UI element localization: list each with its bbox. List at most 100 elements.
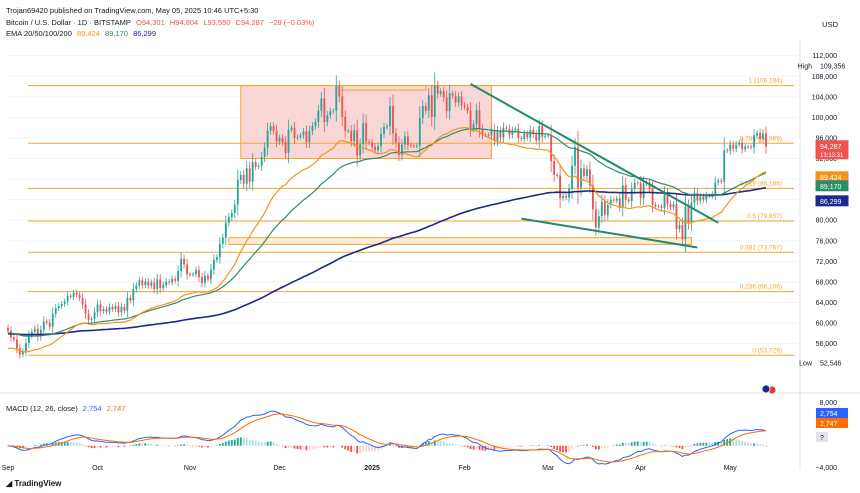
candle	[735, 141, 738, 153]
ema-label[interactable]: EMA 20/50/100/200	[6, 29, 72, 38]
candle	[639, 175, 642, 206]
macd-histogram-bar	[275, 443, 278, 446]
candle	[218, 237, 221, 264]
candle	[48, 319, 51, 331]
candle-body	[75, 292, 78, 295]
candle-body	[395, 133, 397, 143]
tradingview-logo[interactable]: ◢ TradingView	[6, 479, 61, 488]
candle-body	[621, 185, 624, 207]
candle-body	[502, 127, 505, 138]
macd-histogram-bar	[347, 445, 350, 451]
macd-histogram-bar	[72, 442, 75, 446]
candle-body	[529, 130, 532, 138]
candle-body	[48, 322, 51, 327]
macd-histogram-bar	[660, 445, 663, 447]
candle-body	[750, 146, 753, 148]
candle-body	[681, 224, 684, 240]
macd-histogram-bar	[505, 445, 508, 448]
candle-body	[21, 351, 24, 355]
candle-body	[338, 86, 341, 97]
macd-histogram-bar	[547, 445, 550, 446]
macd-histogram-bar	[514, 445, 517, 447]
candle	[45, 319, 48, 325]
candle	[30, 328, 33, 339]
currency-label[interactable]: USD	[822, 20, 838, 29]
macd-histogram-bar	[299, 445, 302, 450]
upper-trendline	[470, 83, 719, 224]
macd-histogram-bar	[699, 442, 702, 446]
candle	[239, 171, 242, 184]
candle	[51, 307, 54, 334]
candle-body	[317, 110, 320, 123]
candle-body	[627, 199, 630, 202]
candle-body	[341, 96, 344, 117]
candle-body	[612, 199, 615, 201]
macd-histogram-bar	[454, 444, 457, 446]
macd-histogram-bar	[195, 445, 197, 447]
candle	[183, 254, 185, 269]
candle	[341, 87, 344, 127]
candle-body	[314, 122, 317, 127]
candle	[565, 193, 567, 201]
candle	[666, 187, 669, 210]
candle-body	[636, 182, 639, 184]
candle-body	[424, 106, 427, 111]
candle	[392, 94, 394, 145]
macd-histogram-bar	[323, 445, 326, 448]
candle-body	[556, 174, 559, 176]
candle-body	[487, 134, 490, 136]
macd-label[interactable]: MACD (12, 26, close)	[6, 404, 78, 413]
candle	[427, 87, 430, 119]
macd-line-value: 2,754	[82, 404, 102, 413]
symbol-title[interactable]: Bitcoin / U.S. Dollar · 1D · BITSTAMP	[6, 18, 131, 27]
candle-body	[735, 144, 738, 149]
candle	[141, 276, 144, 289]
macd-histogram-bar	[624, 442, 627, 446]
candle	[580, 159, 582, 197]
macd-histogram-bar	[586, 444, 588, 446]
candle	[451, 90, 454, 99]
candle	[248, 161, 251, 189]
candle	[102, 306, 105, 314]
price-tag-value: 89,424	[820, 175, 842, 182]
macd-histogram-bar	[281, 445, 284, 447]
candle	[687, 199, 690, 230]
candle	[457, 92, 460, 107]
macd-histogram-bar	[93, 445, 96, 449]
candle	[60, 301, 63, 309]
macd-histogram-bar	[648, 442, 651, 446]
macd-histogram-bar	[177, 445, 180, 446]
candle-body	[541, 126, 544, 137]
candle-body	[245, 168, 248, 184]
candle	[227, 213, 230, 227]
candle	[448, 84, 451, 120]
candle-body	[418, 117, 421, 146]
tv-logo-icon: ◢	[6, 479, 13, 488]
candle	[505, 125, 508, 132]
candle	[257, 163, 260, 170]
candle-body	[484, 134, 487, 136]
macd-histogram-bar	[141, 443, 144, 446]
candle	[156, 273, 159, 295]
candle	[520, 135, 523, 142]
candle-body	[696, 192, 699, 201]
candle-body	[120, 307, 123, 313]
macd-histogram-bar	[511, 445, 514, 447]
macd-histogram-bar	[212, 445, 215, 447]
price-tag-time: 13:13:31	[820, 153, 844, 159]
macd-histogram-bar	[556, 445, 559, 450]
candle	[371, 139, 374, 151]
candle-body	[505, 127, 508, 129]
macd-histogram-bar	[594, 445, 597, 450]
macd-histogram-bar	[571, 445, 573, 449]
candle	[556, 172, 559, 178]
macd-histogram-bar	[329, 445, 332, 448]
candle	[93, 307, 96, 324]
macd-histogram-bar	[606, 445, 609, 448]
candle-body	[532, 130, 535, 135]
candle	[714, 176, 717, 201]
ema-line: EMA 20/50/100/200 89,424 89,170 86,299	[6, 29, 159, 38]
candle	[612, 197, 615, 204]
candle	[600, 194, 603, 224]
